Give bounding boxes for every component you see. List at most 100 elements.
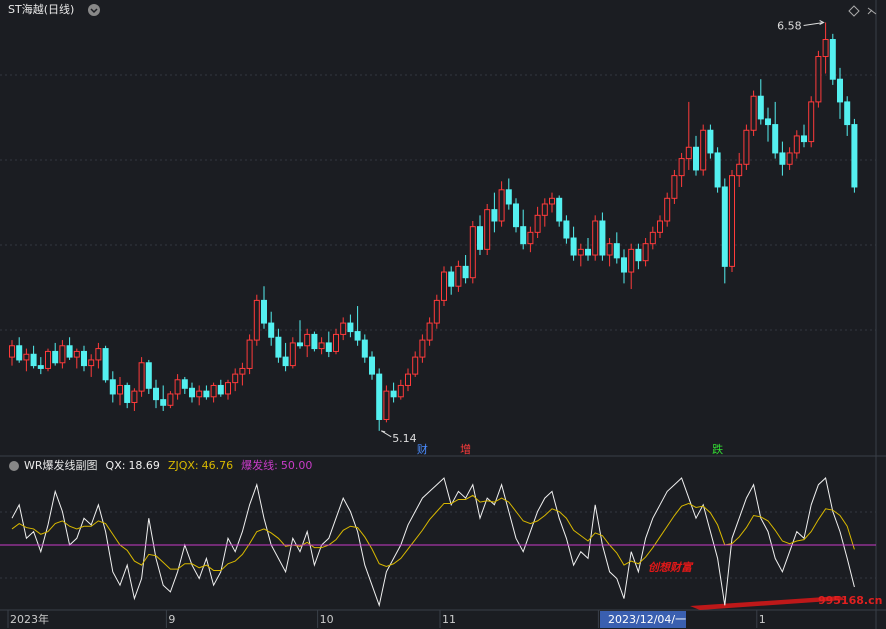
candle-body	[145, 362, 152, 389]
candle-body	[815, 56, 822, 103]
candle-body	[721, 186, 728, 267]
candle-body	[318, 342, 325, 350]
legend-value: 18.69	[128, 459, 160, 472]
candle-body	[109, 379, 116, 395]
candle-body	[9, 345, 15, 358]
candle-body	[160, 399, 167, 406]
candle-body	[124, 384, 131, 403]
candle-body	[714, 152, 721, 188]
candle-body	[412, 356, 419, 375]
candle-body	[469, 226, 476, 279]
candle-body	[534, 214, 541, 233]
candle-body	[174, 379, 181, 395]
low-label: 5.14	[392, 432, 417, 445]
low-arrow	[380, 430, 392, 438]
sub-dropdown[interactable]	[9, 461, 19, 471]
candle-body	[297, 342, 303, 347]
candle-body	[491, 209, 498, 222]
candle-body	[577, 248, 584, 256]
candle-body	[225, 382, 231, 395]
candle-body	[189, 387, 195, 398]
candle-body	[570, 237, 577, 256]
candle-body	[707, 129, 714, 154]
candle-body	[685, 146, 692, 160]
candle-body	[527, 231, 534, 245]
candle-body	[383, 390, 390, 420]
candle-body	[37, 365, 44, 369]
indicator-line	[11, 494, 855, 571]
candle-body	[261, 299, 267, 324]
candle-body	[765, 118, 771, 126]
candle-body	[246, 339, 253, 369]
candle-body	[628, 248, 635, 273]
candle-body	[549, 197, 555, 205]
event-marker: 财	[417, 442, 428, 456]
candle-body	[203, 390, 210, 398]
candle-body	[693, 146, 699, 171]
candle-body	[808, 101, 815, 143]
candle-body	[397, 384, 404, 398]
candle-body	[505, 189, 512, 205]
dropdown[interactable]	[88, 4, 100, 16]
candle-body	[131, 390, 138, 403]
candle-body	[700, 129, 707, 171]
grid	[0, 74, 876, 579]
candle-body	[88, 359, 95, 367]
event-marker: 跌	[712, 442, 723, 456]
candle-body	[369, 356, 375, 375]
candle-body	[275, 336, 282, 358]
candle-body	[73, 350, 80, 358]
candle-body	[498, 189, 505, 222]
diamond-icon[interactable]	[848, 5, 860, 17]
candle-body	[671, 175, 678, 199]
candle-body	[167, 393, 174, 406]
candle-body	[153, 387, 159, 401]
candle-body	[736, 163, 743, 177]
candle-body	[649, 231, 656, 245]
menu-icon[interactable]	[867, 7, 877, 15]
candle-body	[477, 226, 483, 250]
candle-body	[81, 350, 87, 367]
candle-body	[541, 203, 548, 216]
candle-body	[585, 248, 591, 256]
high-label: 6.58	[777, 20, 802, 33]
candle-body	[462, 265, 469, 279]
candle-body	[822, 39, 829, 58]
candle-body	[455, 265, 462, 287]
candle-body	[779, 152, 786, 165]
candle-body	[606, 243, 613, 256]
candle-body	[426, 322, 433, 341]
legend-value: 46.76	[202, 459, 234, 472]
candle-body	[181, 379, 188, 389]
candle-body	[772, 124, 779, 154]
candle-body	[844, 101, 851, 126]
candle-body	[311, 333, 318, 350]
sub-title: WR爆发线副图	[24, 458, 98, 472]
candle-body	[232, 373, 239, 384]
candle-body	[390, 390, 397, 398]
candle-body	[304, 333, 311, 347]
legend-value: 50.00	[281, 459, 313, 472]
candle-body	[282, 356, 289, 367]
cursor-box	[600, 611, 686, 628]
x-tick-label: 2023年	[10, 612, 49, 626]
candle-body	[268, 322, 275, 338]
candle-body	[138, 362, 145, 392]
candle-body	[333, 333, 339, 352]
candle-body	[289, 342, 296, 367]
candle-body	[484, 209, 491, 250]
candle-body	[556, 197, 563, 222]
candle-body	[657, 220, 663, 233]
candle-body	[45, 350, 51, 369]
candle-body	[678, 158, 685, 177]
candle-body	[325, 342, 332, 352]
candle-body	[30, 353, 37, 367]
watermark-site: 995168.cn	[818, 594, 882, 607]
legend-name: 爆发线:	[241, 458, 278, 472]
candle-body	[829, 39, 836, 80]
candle-body	[361, 339, 368, 358]
candle-body	[433, 299, 440, 324]
dropdown-arrow	[90, 8, 98, 14]
